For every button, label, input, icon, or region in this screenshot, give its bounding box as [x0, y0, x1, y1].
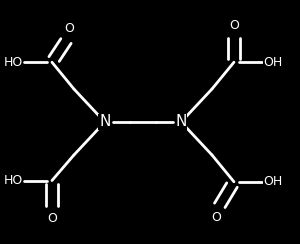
Text: O: O — [47, 212, 57, 225]
Text: O: O — [229, 19, 239, 32]
Text: N: N — [176, 114, 187, 130]
Text: N: N — [99, 114, 110, 130]
Text: HO: HO — [3, 174, 22, 187]
Text: HO: HO — [3, 56, 22, 69]
Text: O: O — [212, 211, 221, 224]
Text: N: N — [99, 114, 110, 130]
Text: O: O — [64, 22, 74, 35]
Text: OH: OH — [263, 56, 283, 69]
Text: N: N — [176, 114, 187, 130]
Text: OH: OH — [263, 175, 283, 188]
